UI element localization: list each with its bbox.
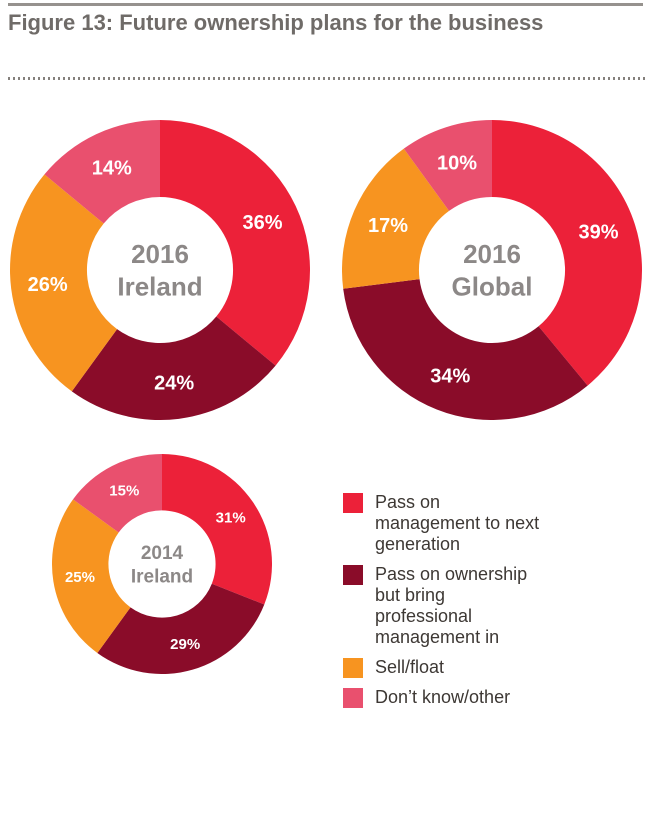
donut-segment bbox=[10, 174, 118, 392]
donut-segment bbox=[160, 120, 310, 366]
donut-center-label: 2016 bbox=[463, 239, 521, 269]
legend-swatch-dark-red bbox=[343, 565, 363, 585]
slice-value-label: 31% bbox=[216, 510, 246, 527]
donut-segment bbox=[342, 148, 450, 289]
legend-label: Sell/float bbox=[375, 657, 445, 677]
slice-value-label: 29% bbox=[170, 636, 200, 653]
donut-segment bbox=[44, 120, 160, 224]
slice-value-label: 34% bbox=[430, 365, 470, 387]
legend-label: Don’t know/other bbox=[375, 687, 511, 707]
donut-segment bbox=[492, 120, 642, 386]
slice-value-label: 26% bbox=[28, 274, 68, 296]
slice-value-label: 36% bbox=[242, 212, 282, 234]
donut-chart-2014-ireland: 31% 29% 25% 15% 2014 Ireland bbox=[52, 454, 272, 674]
top-rule bbox=[8, 3, 643, 6]
donut-segment bbox=[52, 499, 131, 653]
slice-value-label: 14% bbox=[92, 158, 132, 180]
slice-value-label: 15% bbox=[109, 482, 139, 499]
donut-segment bbox=[343, 279, 588, 420]
legend-item-pass-on-ownership: Pass on ownership but bring professional… bbox=[343, 564, 543, 648]
donut-center-label: 2016 bbox=[131, 239, 189, 269]
legend-label: Pass on ownership but bring professional… bbox=[375, 564, 528, 647]
legend-swatch-red bbox=[343, 493, 363, 513]
slice-value-label: 25% bbox=[65, 569, 95, 586]
slice-value-label: 24% bbox=[154, 372, 194, 394]
legend-item-pass-on-management: Pass on management to next generation bbox=[343, 492, 543, 555]
legend-swatch-orange bbox=[343, 658, 363, 678]
donut-center-label: 2014 bbox=[141, 543, 184, 564]
donut-segment bbox=[73, 454, 162, 533]
slice-value-label: 17% bbox=[368, 215, 408, 237]
legend-item-dont-know: Don’t know/other bbox=[343, 687, 543, 708]
donut-segment bbox=[71, 316, 276, 420]
legend: Pass on management to next generation Pa… bbox=[343, 492, 543, 717]
donut-segment bbox=[403, 120, 492, 211]
dotted-divider bbox=[8, 77, 646, 80]
donut-center-label: Ireland bbox=[117, 271, 202, 301]
slice-value-label: 39% bbox=[579, 222, 619, 244]
legend-item-sell-float: Sell/float bbox=[343, 657, 543, 678]
donut-center-label: Global bbox=[452, 271, 533, 301]
legend-label: Pass on management to next generation bbox=[375, 492, 540, 554]
donut-segment bbox=[97, 583, 265, 674]
slice-value-label: 10% bbox=[437, 152, 477, 174]
donut-center-label: Ireland bbox=[131, 567, 193, 588]
donut-segment bbox=[162, 454, 272, 605]
figure-title: Figure 13: Future ownership plans for th… bbox=[8, 10, 544, 35]
legend-swatch-pink bbox=[343, 688, 363, 708]
